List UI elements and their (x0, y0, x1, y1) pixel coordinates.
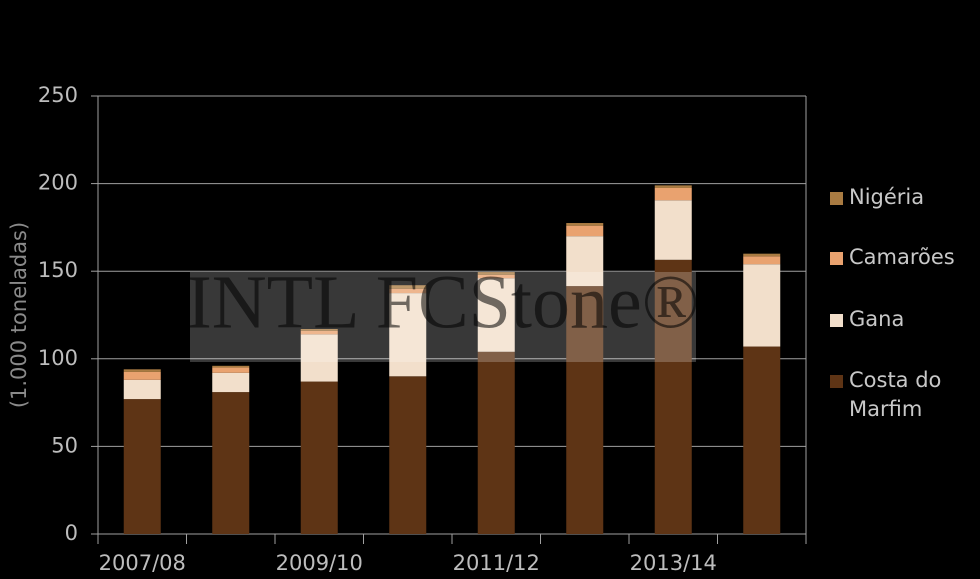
bar-segment (566, 225, 604, 237)
bar-segment (566, 286, 604, 534)
bar-segment (123, 379, 161, 400)
bar-segment (212, 392, 250, 534)
x-tick-label: 2013/14 (630, 551, 717, 575)
x-tick-label: 2011/12 (453, 551, 540, 575)
bar-segment (212, 372, 250, 393)
bar-segment (123, 399, 161, 534)
legend-swatch (830, 375, 843, 388)
bar-segment (566, 236, 604, 287)
bar-segment (743, 264, 781, 347)
bar-segment (477, 272, 515, 275)
bar-segment (123, 369, 161, 372)
y-tick-label: 150 (38, 258, 78, 282)
bar-segment (743, 256, 781, 265)
y-tick-label: 50 (51, 433, 78, 457)
bar-segment (389, 293, 427, 377)
bar-segment (654, 187, 692, 201)
bar-segment (389, 288, 427, 294)
legend-swatch (830, 252, 843, 265)
legend-swatch (830, 192, 843, 205)
bar-segment (654, 185, 692, 188)
bar-segment (743, 346, 781, 534)
bar-segment (389, 285, 427, 289)
watermark: INTL FCStone® (186, 260, 699, 344)
legend-item: Costa do Marfim (830, 366, 974, 424)
x-tick-label: 2009/10 (276, 551, 363, 575)
legend-item: Gana (830, 305, 974, 334)
y-axis-label: (1.000 toneladas) (7, 222, 31, 408)
watermark-box (190, 272, 696, 362)
bar-segment (300, 329, 338, 331)
bar-segment (743, 253, 781, 257)
legend-swatch (830, 314, 843, 327)
bar-segment (566, 223, 604, 226)
legend-item: Camarões (830, 243, 974, 272)
bar-segment (654, 259, 692, 534)
bar-segment (212, 367, 250, 373)
bar-segment (300, 334, 338, 382)
bar-segment (300, 381, 338, 534)
bar-segment (123, 371, 161, 380)
bar-segment (477, 278, 515, 352)
legend-label: Costa do Marfim (849, 368, 942, 421)
legend-label: Camarões (849, 245, 955, 269)
x-tick-label: 2007/08 (99, 551, 186, 575)
legend-label: Gana (849, 307, 905, 331)
legend-item: Nigéria (830, 183, 974, 212)
bar-segment (212, 365, 250, 368)
y-tick-label: 250 (38, 83, 78, 107)
bar-segment (477, 351, 515, 534)
y-tick-label: 0 (65, 521, 78, 545)
bar-segment (300, 330, 338, 335)
bar-segment (654, 200, 692, 260)
y-tick-label: 200 (38, 171, 78, 195)
bar-segment (477, 274, 515, 279)
bar-segment (389, 376, 427, 534)
legend-label: Nigéria (849, 185, 925, 209)
y-tick-label: 100 (38, 346, 78, 370)
